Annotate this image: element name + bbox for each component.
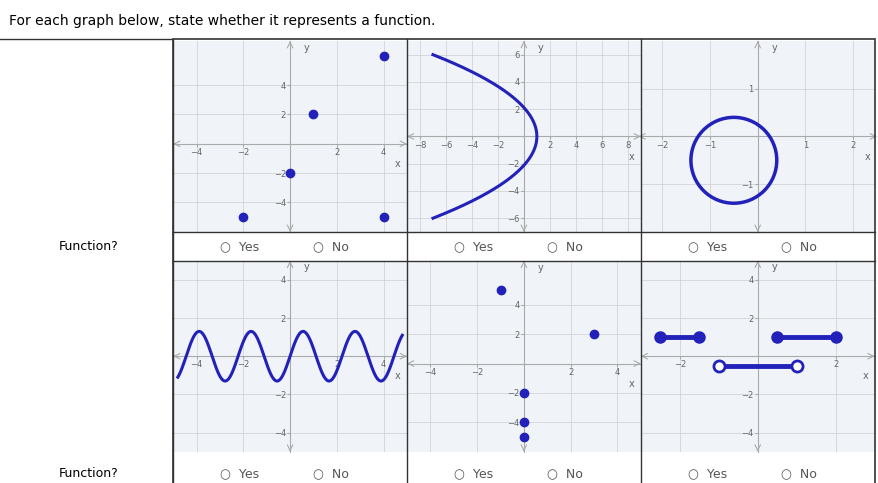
Text: ○  Yes: ○ Yes [453,467,493,480]
Text: y: y [537,43,543,53]
Text: ○  No: ○ No [781,240,816,253]
Text: ○  No: ○ No [547,467,582,480]
Text: ○  Yes: ○ Yes [687,467,726,480]
Text: y: y [304,43,310,53]
Text: ○  Yes: ○ Yes [220,240,259,253]
Text: y: y [304,262,310,272]
Text: ○  Yes: ○ Yes [220,467,259,480]
Text: x: x [394,371,400,382]
Text: y: y [771,43,777,53]
Text: ○  No: ○ No [781,467,816,480]
Text: x: x [864,152,869,162]
Text: ○  Yes: ○ Yes [687,240,726,253]
Text: x: x [861,371,867,382]
Text: x: x [628,152,634,162]
Text: y: y [537,263,543,273]
Text: ○  Yes: ○ Yes [453,240,493,253]
Text: ○  No: ○ No [547,240,582,253]
Text: x: x [628,379,634,389]
Text: For each graph below, state whether it represents a function.: For each graph below, state whether it r… [9,14,435,28]
Text: ○  No: ○ No [313,240,349,253]
Text: x: x [394,159,400,169]
Text: Function?: Function? [59,467,119,480]
Text: ○  No: ○ No [313,467,349,480]
Text: y: y [771,262,777,272]
Text: Function?: Function? [59,240,119,253]
